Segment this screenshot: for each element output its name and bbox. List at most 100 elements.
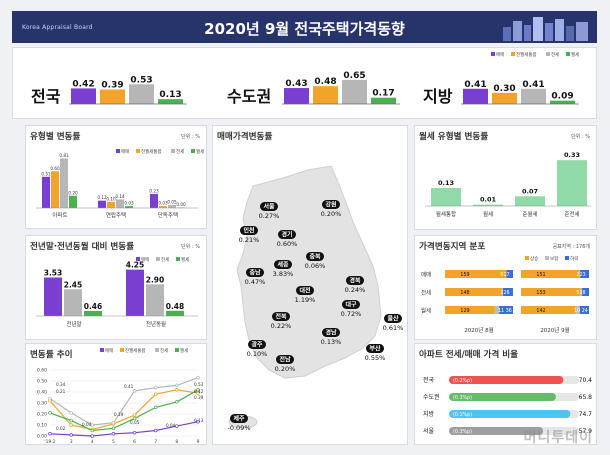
type-legend-label: 전세 <box>176 148 184 155</box>
map-region-value: 0.27% <box>259 212 280 220</box>
trend-point-label: 0.13 <box>194 418 204 423</box>
map-region-name: 경북 <box>349 277 361 285</box>
summary-bar <box>492 92 517 104</box>
dist-bar-label: 017 <box>500 272 509 278</box>
year-bar <box>44 277 62 316</box>
dist-bar-label: 223 <box>576 272 585 278</box>
summary-region-name: 전국 <box>31 87 61 106</box>
summary-legend-swatch <box>546 52 550 56</box>
ratio-title: 아파트 전세/매매 가격 비율 <box>419 350 519 360</box>
year-bar <box>126 269 144 316</box>
dist-row-label: 월세 <box>421 307 431 315</box>
year-compare-chart: 매매 전세 월세 3.532.45 0.46 전년말 4.252.90 0.48 전년동월 <box>36 256 198 328</box>
trend-point <box>90 434 95 438</box>
dist-row-label: 매매 <box>421 271 431 279</box>
year-category-label: 전년말 <box>66 320 81 328</box>
trend-point-label: 0.21 <box>56 389 66 394</box>
summary-bar-value: 0.41 <box>522 80 544 90</box>
type-bar <box>51 171 59 208</box>
summary-bar <box>550 100 575 104</box>
type-bar <box>107 201 115 208</box>
ratio-value-label: 57.9 <box>579 428 593 435</box>
dist-bar-segment <box>445 270 507 278</box>
year-compare-title: 전년말·전년동월 대비 변동률 <box>30 242 135 252</box>
dist-bar-label: 159 <box>460 272 469 278</box>
ratio-bar <box>449 427 544 435</box>
type-category-label: 단독주택 <box>158 211 178 219</box>
trend-point <box>69 423 73 427</box>
map-region-name: 제주 <box>233 415 245 423</box>
map-region-badge <box>322 200 340 209</box>
trend-ytick: 0.40 <box>37 390 47 396</box>
year-legend-label: 전세 <box>161 256 169 263</box>
dist-bar-label: 129 <box>460 308 469 314</box>
rent-bar <box>473 204 503 206</box>
dist-bar-segment <box>502 288 513 296</box>
type-bar-label: 0.03 <box>158 201 168 206</box>
rent-bar <box>557 160 587 206</box>
type-legend-label: 전월세통합 <box>141 148 162 155</box>
dist-bar-segment <box>521 270 580 278</box>
trend-legend-label: 월세 <box>180 347 188 354</box>
distribution-panel: 가격변동지역 분포 공표지역 : 176개 상승 보합 하락 매매 159 017 151 2… <box>414 235 597 340</box>
trend-point <box>175 400 179 404</box>
dist-bar-segment <box>579 306 589 314</box>
map-region-badge <box>366 344 384 353</box>
trend-point <box>153 428 158 433</box>
type-category-label: 연립주택 <box>106 211 126 219</box>
watermark: 머니투데이 <box>523 430 593 446</box>
dist-bar-segment <box>499 306 513 314</box>
dist-row-label: 전세 <box>421 289 431 297</box>
map-region-badge <box>240 226 258 235</box>
dist-bar-segment <box>445 288 503 296</box>
map-region-name: 광주 <box>251 341 263 349</box>
trend-point <box>175 424 179 428</box>
summary-bar-value: 0.42 <box>72 79 94 89</box>
dist-bar-segment <box>521 306 576 314</box>
trend-panel: 변동률 추이 매매 전월세통합 전세 월세 0.00 0.10 0.20 0.30 0.40 0.… <box>25 343 207 445</box>
monthly-rent-title: 월세 유형별 변동률 <box>419 132 489 142</box>
map-region-value: 0.47% <box>245 278 266 286</box>
rent-bar-label: 0.33 <box>564 151 580 159</box>
map-region-value: 0.06% <box>305 262 326 270</box>
rent-bar-label: 0.13 <box>438 179 454 187</box>
trend-legend-label: 전세 <box>160 347 168 354</box>
summary-bar <box>71 88 96 104</box>
trend-point <box>90 428 95 433</box>
map-region-name: 대전 <box>299 287 311 295</box>
summary-legend-label: 전월세통합 <box>516 51 537 58</box>
trend-legend-swatch <box>120 348 124 352</box>
trend-ytick: 0.60 <box>37 368 47 374</box>
trend-point <box>153 392 158 396</box>
trend-point <box>69 433 73 437</box>
year-legend-swatch <box>176 257 180 261</box>
map-region-badge <box>272 312 290 321</box>
trend-point-label: 0.04 <box>82 422 92 427</box>
trend-ytick: 0.30 <box>37 401 47 407</box>
trend-point-label: 0.02 <box>56 426 66 431</box>
trend-point <box>153 405 158 410</box>
year-bar <box>64 289 82 316</box>
summary-bar-value: 0.43 <box>285 79 307 89</box>
summary-legend-label: 전세 <box>551 51 559 58</box>
trend-point <box>69 418 73 423</box>
map-region-name: 경남 <box>325 329 337 337</box>
map-region-value: 0.24% <box>345 286 366 294</box>
map-region-name: 충남 <box>249 269 261 277</box>
type-bar-label: 0.14 <box>115 194 125 199</box>
summary-bar-value: 0.53 <box>130 75 152 85</box>
ratio-change-label: (0.2%p) <box>453 378 472 384</box>
trend-point <box>132 413 137 417</box>
type-bar <box>98 200 106 208</box>
map-region-value: 0.55% <box>365 354 386 362</box>
trend-point-label: 0.04 <box>166 423 176 428</box>
monthly-rent-chart: 0.13 월세통합 0.01 월세 0.07 준월세 0.33 준전세 <box>425 151 591 218</box>
ratio-category-label: 지방 <box>423 410 435 418</box>
map-region-name: 충북 <box>309 253 321 261</box>
ratio-category-label: 수도권 <box>423 393 440 401</box>
map-region-badge <box>230 414 248 423</box>
summary-bar <box>313 86 338 104</box>
year-bar-label: 3.53 <box>44 268 63 277</box>
ratio-panel: 아파트 전세/매매 가격 비율 전국 (0.2%p) 70.4 수도권 (0.3%p) 6… <box>414 343 597 445</box>
